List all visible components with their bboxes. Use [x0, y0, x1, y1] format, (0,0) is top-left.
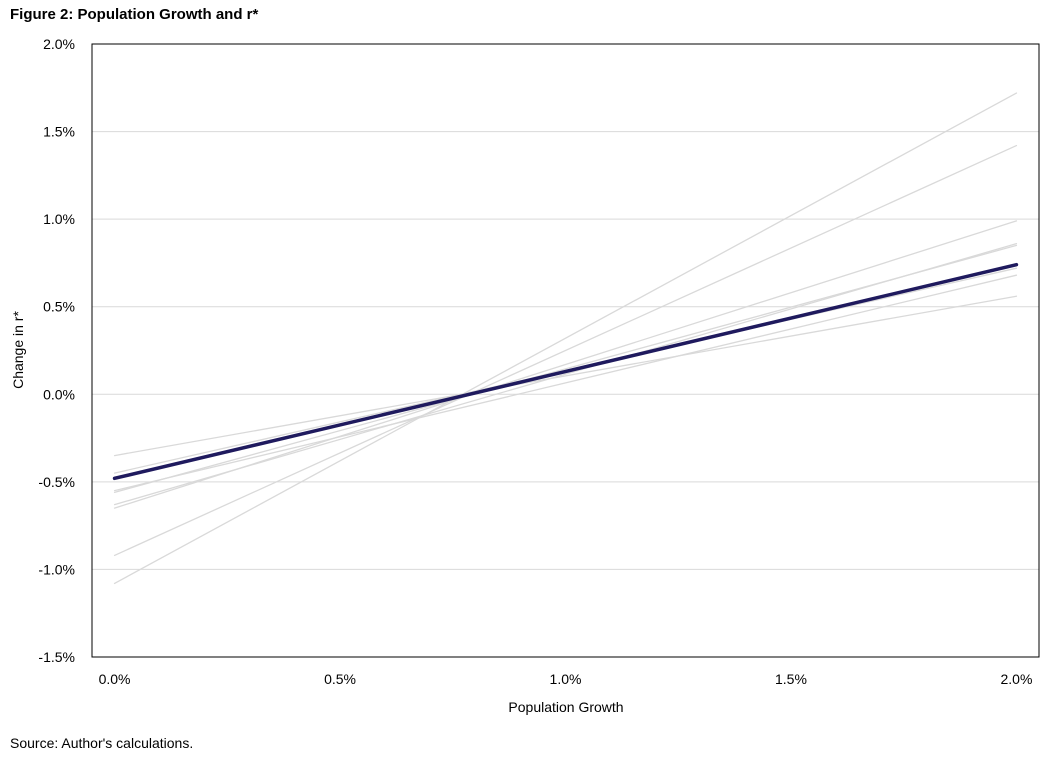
y-tick-label: 2.0% [43, 36, 75, 52]
y-tick-label: -0.5% [38, 474, 75, 490]
y-axis-tick-labels: -1.5% -1.0% -0.5% 0.0% 0.5% 1.0% 1.5% 2.0% [38, 36, 75, 665]
series-line-scenario-3 [113, 220, 1018, 509]
series-line-scenario-2 [113, 144, 1018, 557]
plot-frame [91, 43, 1040, 658]
chart-canvas: -1.5% -1.0% -0.5% 0.0% 0.5% 1.0% 1.5% 2.0% 0.0%… [10, 36, 1040, 715]
x-axis-tick-labels: 0.0% 0.5% 1.0% 1.5% 2.0% [99, 671, 1033, 687]
series-line-baseline [112, 262, 1019, 481]
y-tick-label: 0.0% [43, 386, 75, 402]
series-lines [112, 92, 1019, 585]
y-tick-label: 1.5% [43, 124, 75, 140]
source-note: Source: Author's calculations. [10, 735, 194, 751]
y-tick-label: 0.5% [43, 299, 75, 315]
y-tick-label: -1.5% [38, 649, 75, 665]
x-tick-label: 1.5% [775, 671, 807, 687]
gridlines [92, 131, 1039, 570]
x-tick-label: 0.5% [324, 671, 356, 687]
x-axis-title: Population Growth [508, 699, 623, 715]
series-line-scenario-1 [113, 92, 1018, 585]
series-line-scenario-6 [113, 274, 1018, 492]
y-tick-label: 1.0% [43, 211, 75, 227]
x-tick-label: 0.0% [99, 671, 131, 687]
series-line-scenario-8 [113, 295, 1018, 457]
y-axis-title: Change in r* [10, 311, 26, 389]
x-tick-label: 2.0% [1000, 671, 1032, 687]
series-line-scenario-5 [113, 244, 1018, 494]
chart-title: Figure 2: Population Growth and r* [10, 6, 259, 23]
x-tick-label: 1.0% [550, 671, 582, 687]
y-tick-label: -1.0% [38, 561, 75, 577]
